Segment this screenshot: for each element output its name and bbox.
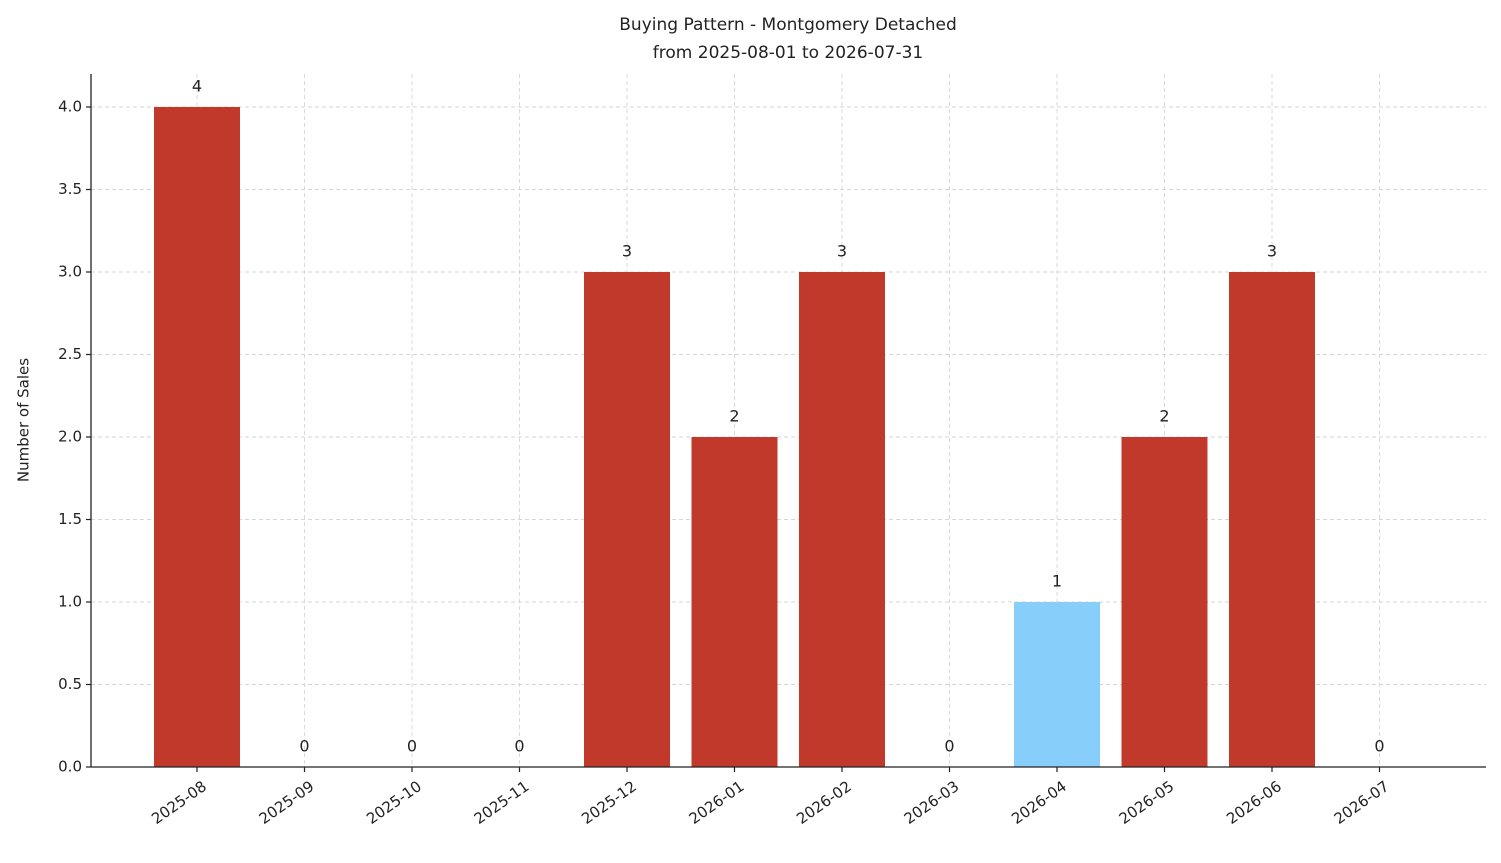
y-tick-label: 2.0 <box>58 428 82 446</box>
x-tick-label: 2026-02 <box>793 777 855 828</box>
bar <box>154 107 240 767</box>
y-tick-label: 1.0 <box>58 593 82 611</box>
value-label: 3 <box>837 242 847 261</box>
x-tick-label: 2026-07 <box>1331 777 1393 828</box>
value-label: 0 <box>299 737 309 756</box>
chart-title: Buying Pattern - Montgomery Detached <box>619 15 956 35</box>
bar <box>1229 272 1315 767</box>
y-tick-label: 3.0 <box>58 263 82 281</box>
value-label: 0 <box>407 737 417 756</box>
chart-subtitle: from 2025-08-01 to 2026-07-31 <box>653 43 923 63</box>
x-tick-label: 2026-03 <box>901 777 963 828</box>
x-tick-label: 2026-06 <box>1223 777 1285 828</box>
y-axis-label: Number of Sales <box>15 358 33 482</box>
x-tick-label: 2026-05 <box>1116 777 1178 828</box>
value-label: 3 <box>622 242 632 261</box>
x-tick-label: 2026-04 <box>1008 777 1070 828</box>
bar <box>584 272 670 767</box>
value-label: 0 <box>944 737 954 756</box>
x-tick-label: 2026-01 <box>686 777 748 828</box>
value-label: 4 <box>192 77 202 96</box>
y-tick-label: 3.5 <box>58 180 82 198</box>
x-tick-label: 2025-08 <box>148 777 210 828</box>
value-label: 2 <box>1159 407 1169 426</box>
x-tick-label: 2025-11 <box>471 777 533 828</box>
bar <box>1014 602 1100 767</box>
bar <box>1121 437 1208 767</box>
x-tick-label: 2025-10 <box>363 777 425 828</box>
y-tick-label: 4.0 <box>58 98 82 116</box>
bar <box>691 437 778 767</box>
y-tick-label: 0.0 <box>58 758 82 776</box>
value-label: 1 <box>1052 572 1062 591</box>
x-tick-label: 2025-12 <box>578 777 640 828</box>
y-tick-label: 2.5 <box>58 345 82 363</box>
bar <box>799 272 885 767</box>
y-tick-label: 1.5 <box>58 510 82 528</box>
y-tick-label: 0.5 <box>58 675 82 693</box>
value-label: 3 <box>1267 242 1277 261</box>
value-label: 2 <box>729 407 739 426</box>
value-label: 0 <box>1374 737 1384 756</box>
x-tick-label: 2025-09 <box>256 777 318 828</box>
value-label: 0 <box>514 737 524 756</box>
